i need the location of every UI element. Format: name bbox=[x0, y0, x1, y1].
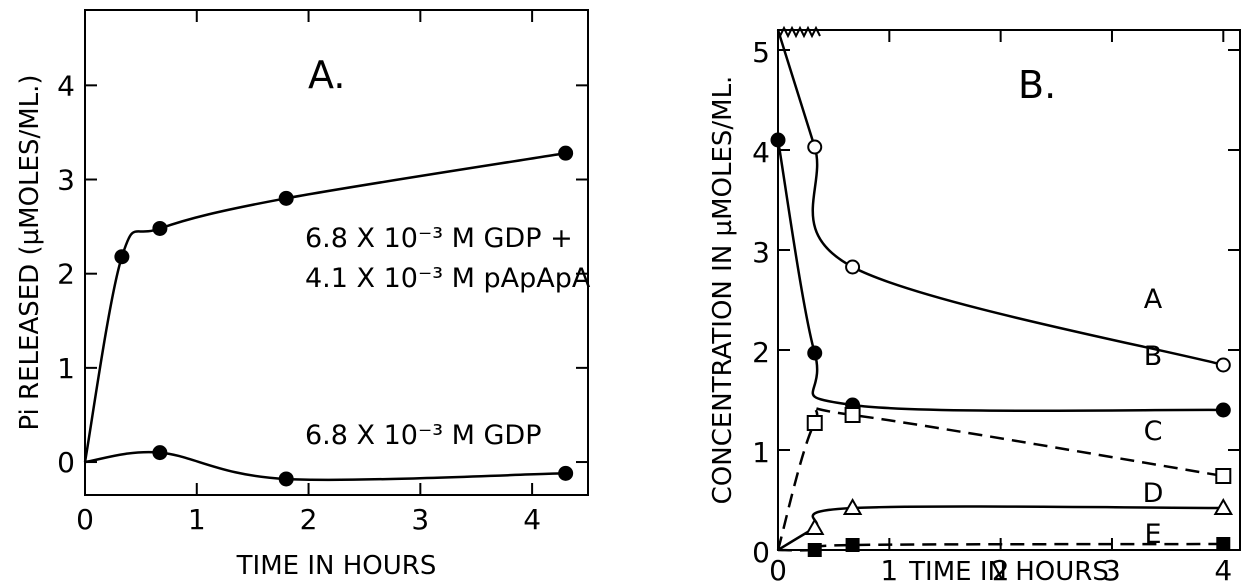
panel-b-data-point bbox=[846, 408, 860, 422]
panel-a-data-point bbox=[152, 221, 167, 236]
panel-a-label: A. bbox=[308, 53, 345, 97]
panel-a-y-axis-label: Pi RELEASED (µMOLES/ML.) bbox=[15, 74, 45, 430]
panel-a-x-tick-label: 2 bbox=[300, 503, 318, 536]
panel-a-data-point bbox=[114, 249, 129, 264]
panel-b-data-point bbox=[808, 141, 821, 154]
panel-b-label: B. bbox=[1018, 63, 1056, 107]
panel-a-x-tick-label: 3 bbox=[411, 503, 429, 536]
panel-a-series-line bbox=[85, 153, 566, 462]
panel-a-y-tick-label: 0 bbox=[57, 446, 75, 479]
panel-a-data-point bbox=[558, 146, 573, 161]
panel-b-data-point bbox=[1217, 359, 1230, 372]
panel-a-data-point bbox=[152, 445, 167, 460]
panel-a-data-point bbox=[279, 191, 294, 206]
panel-b-y-tick-label: 2 bbox=[752, 336, 770, 369]
panel-b-y-axis-label: CONCENTRATION IN µMOLES/ML. bbox=[708, 76, 738, 505]
panel-b-data-point bbox=[808, 543, 822, 557]
panel-a-series-label: 4.1 X 10⁻³ M pApApA bbox=[305, 263, 591, 294]
panel-b-series-label: C bbox=[1144, 416, 1163, 447]
panel-a-y-tick-label: 2 bbox=[57, 258, 75, 291]
panel-b-data-point bbox=[1216, 403, 1231, 418]
panel-a-y-tick-label: 3 bbox=[57, 164, 75, 197]
panel-a-x-tick-label: 4 bbox=[523, 503, 541, 536]
panel-b-y-tick-label: 5 bbox=[752, 36, 770, 69]
panel-a-data-point bbox=[279, 471, 294, 486]
panel-b-y-tick-label: 0 bbox=[752, 536, 770, 569]
panel-b-series-label: D bbox=[1143, 478, 1164, 509]
panel-b-data-point bbox=[1216, 469, 1230, 483]
panel-b-frame bbox=[778, 30, 1240, 550]
panel-b-x-tick-label: 0 bbox=[769, 554, 787, 581]
panel-b-data-point bbox=[807, 520, 823, 534]
panel-b-data-point bbox=[807, 346, 822, 361]
panel-b-y-tick-label: 4 bbox=[752, 136, 770, 169]
panel-b-x-tick-label: 4 bbox=[1214, 554, 1232, 581]
panel-b-x-axis-label: TIME IN HOURS bbox=[908, 557, 1109, 581]
panel-a-x-tick-label: 1 bbox=[188, 503, 206, 536]
panel-a-y-tick-label: 4 bbox=[57, 69, 75, 102]
panel-a-y-tick-label: 1 bbox=[57, 352, 75, 385]
panel-a-x-axis-label: TIME IN HOURS bbox=[236, 551, 437, 581]
panel-a-series-label: 6.8 X 10⁻³ M GDP bbox=[305, 420, 542, 451]
panel-a-series-label: 6.8 X 10⁻³ M GDP + bbox=[305, 223, 573, 254]
panel-b-series-label: B bbox=[1144, 341, 1163, 372]
panel-b-data-point bbox=[846, 261, 859, 274]
panel-b-data-point bbox=[846, 538, 860, 552]
panel-b-data-point bbox=[771, 133, 786, 148]
panel-a-data-point bbox=[558, 466, 573, 481]
panel-b-data-point bbox=[1216, 537, 1230, 551]
panel-b-x-tick-label: 1 bbox=[880, 554, 898, 581]
panel-b-y-tick-label: 1 bbox=[752, 436, 770, 469]
panel-a-x-tick-label: 0 bbox=[76, 503, 94, 536]
panel-b-data-point bbox=[808, 416, 822, 430]
panel-b-series-label: E bbox=[1144, 519, 1161, 550]
panel-b-y-tick-label: 3 bbox=[752, 236, 770, 269]
panel-b-series-label: A bbox=[1144, 284, 1163, 315]
